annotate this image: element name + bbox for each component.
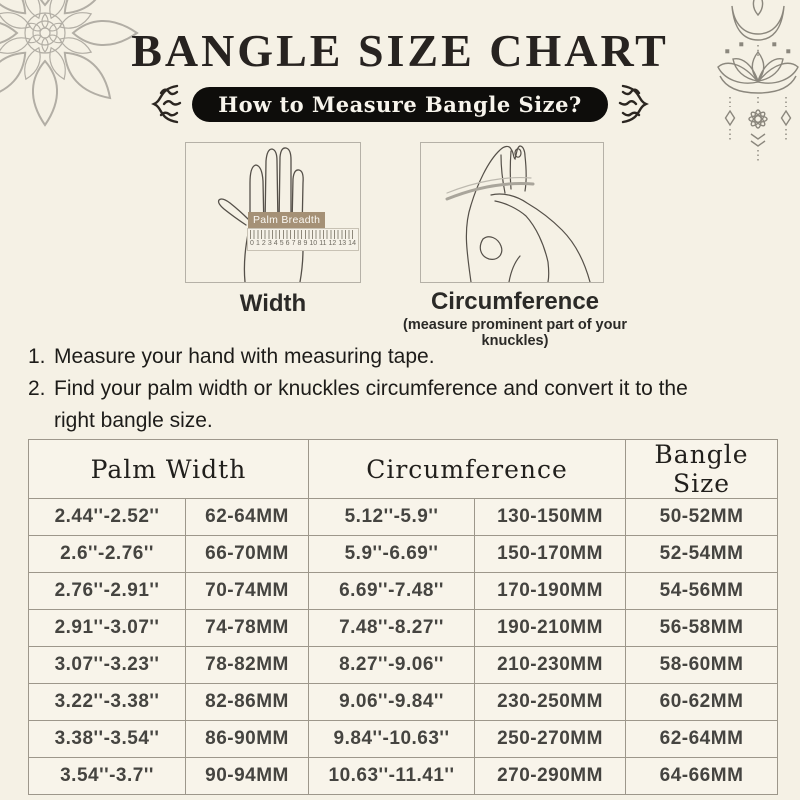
table-row: 3.07''-3.23'' 78-82MM 8.27''-9.06'' 210-230… [28,646,779,684]
table-cell: 210-230MM [473,646,627,684]
ruler-number: 11 [319,240,327,247]
table-row: 3.22''-3.38'' 82-86MM 9.06''-9.84'' 230-250… [28,683,779,721]
table-cell: 2.91''-3.07'' [28,609,186,647]
width-caption: Width [239,290,307,317]
table-cell: 62-64MM [185,498,309,536]
table-cell: 2.44''-2.52'' [28,498,186,536]
table-row: 2.76''-2.91'' 70-74MM 6.69''-7.48'' 170-190… [28,572,779,610]
table-row: 2.6''-2.76'' 66-70MM 5.9''-6.69'' 150-170MM… [28,535,779,573]
instruction-number: 1. [28,345,46,368]
hand-circumference-illustration [445,145,591,283]
ruler-number: 4 [273,240,278,247]
table-cell: 3.07''-3.23'' [28,646,186,684]
ruler-number: 3 [267,240,272,247]
table-cell: 78-82MM [185,646,309,684]
instruction-number: 2. [28,377,46,400]
table-cell: 86-90MM [185,720,309,758]
table-cell: 62-64MM [625,720,779,758]
ruler-number: 7 [291,240,296,247]
table-header-row: Palm Width Circumference Bangle Size [28,439,779,499]
header-circumference: Circumference [307,439,627,499]
table-cell: 64-66MM [625,757,779,795]
table-cell: 3.54''-3.7'' [28,757,186,795]
header-palm-width: Palm Width [28,439,309,499]
table-row: 2.44''-2.52'' 62-64MM 5.12''-5.9'' 130-150M… [28,498,779,536]
table-cell: 52-54MM [625,535,779,573]
table-cell: 150-170MM [473,535,627,573]
ruler-number: 2 [261,240,266,247]
instruction-text: Find your palm width or knuckles circumf… [54,377,688,432]
lotus-hanging-ornament [717,0,799,162]
table-row: 2.91''-3.07'' 74-78MM 7.48''-8.27'' 190-210… [28,609,779,647]
table-cell: 9.06''-9.84'' [308,683,475,721]
ruler-number: 5 [279,240,284,247]
instructions-list: 1. Measure your hand with measuring tape… [28,341,773,437]
table-cell: 74-78MM [185,609,309,647]
table-cell: 5.12''-5.9'' [308,498,475,536]
ruler-number: 6 [285,240,290,247]
ruler-number: 0 [250,240,254,247]
instruction-text: Measure your hand with measuring tape. [54,345,435,368]
table-row: 3.54''-3.7'' 90-94MM 10.63''-11.41'' 270-29… [28,757,779,795]
ruler-ticks [250,230,356,239]
table-cell: 9.84''-10.63'' [308,720,475,758]
table-cell: 58-60MM [625,646,779,684]
table-cell: 50-52MM [625,498,779,536]
ruler-number: 8 [297,240,302,247]
table-row: 3.38''-3.54'' 86-90MM 9.84''-10.63'' 250-27… [28,720,779,758]
mandala-corner-ornament [0,0,139,127]
table-cell: 8.27''-9.06'' [308,646,475,684]
circumference-caption-title: Circumference [430,288,600,315]
table-cell: 250-270MM [473,720,627,758]
header-bangle-size: Bangle Size [625,439,779,499]
squiggle-right-icon [618,84,649,124]
table-cell: 190-210MM [473,609,627,647]
circumference-caption: Circumference (measure prominent part of… [375,288,655,349]
palm-breadth-label: Palm Breadth [248,212,326,228]
table-cell: 6.69''-7.48'' [308,572,475,610]
table-cell: 60-62MM [625,683,779,721]
instruction-item-2: 2. Find your palm width or knuckles circ… [28,373,773,437]
width-figure-box: 0 1 2 3 4 5 6 7 8 9 10 11 12 13 14 Palm Breadth [185,142,361,283]
table-cell: 7.48''-8.27'' [308,609,475,647]
ruler-numbers: 0 1 2 3 4 5 6 7 8 9 10 11 12 13 14 [248,239,358,249]
banner-pill: How to Measure Bangle Size? [192,86,608,122]
table-cell: 70-74MM [185,572,309,610]
table-cell: 130-150MM [473,498,627,536]
table-cell: 2.76''-2.91'' [28,572,186,610]
table-cell: 82-86MM [185,683,309,721]
ruler-number: 12 [328,240,337,247]
table-cell: 3.22''-3.38'' [28,683,186,721]
ruler-number: 1 [255,240,260,247]
circumference-caption-note: (measure prominent part of your knuckles… [403,317,627,349]
table-cell: 3.38''-3.54'' [28,720,186,758]
table-cell: 56-58MM [625,609,779,647]
ruler-number: 10 [309,240,318,247]
ruler: 0 1 2 3 4 5 6 7 8 9 10 11 12 13 14 [247,228,359,251]
table-cell: 10.63''-11.41'' [308,757,475,795]
banner-row: How to Measure Bangle Size? [0,84,800,124]
table-cell: 54-56MM [625,572,779,610]
table-body: 2.44''-2.52'' 62-64MM 5.12''-5.9'' 130-150M… [28,498,779,795]
size-chart-table: Palm Width Circumference Bangle Size 2.4… [28,439,779,795]
table-cell: 66-70MM [185,535,309,573]
table-cell: 5.9''-6.69'' [308,535,475,573]
ruler-number: 13 [338,240,347,247]
circumference-figure-box [420,142,604,283]
ruler-number: 14 [348,240,356,247]
table-cell: 230-250MM [473,683,627,721]
squiggle-left-icon [151,84,182,124]
table-cell: 90-94MM [185,757,309,795]
ruler-number: 9 [303,240,308,247]
instruction-item-1: 1. Measure your hand with measuring tape… [28,341,773,373]
table-cell: 2.6''-2.76'' [28,535,186,573]
table-cell: 270-290MM [473,757,627,795]
page-title: BANGLE SIZE CHART [131,25,669,76]
table-cell: 170-190MM [473,572,627,610]
